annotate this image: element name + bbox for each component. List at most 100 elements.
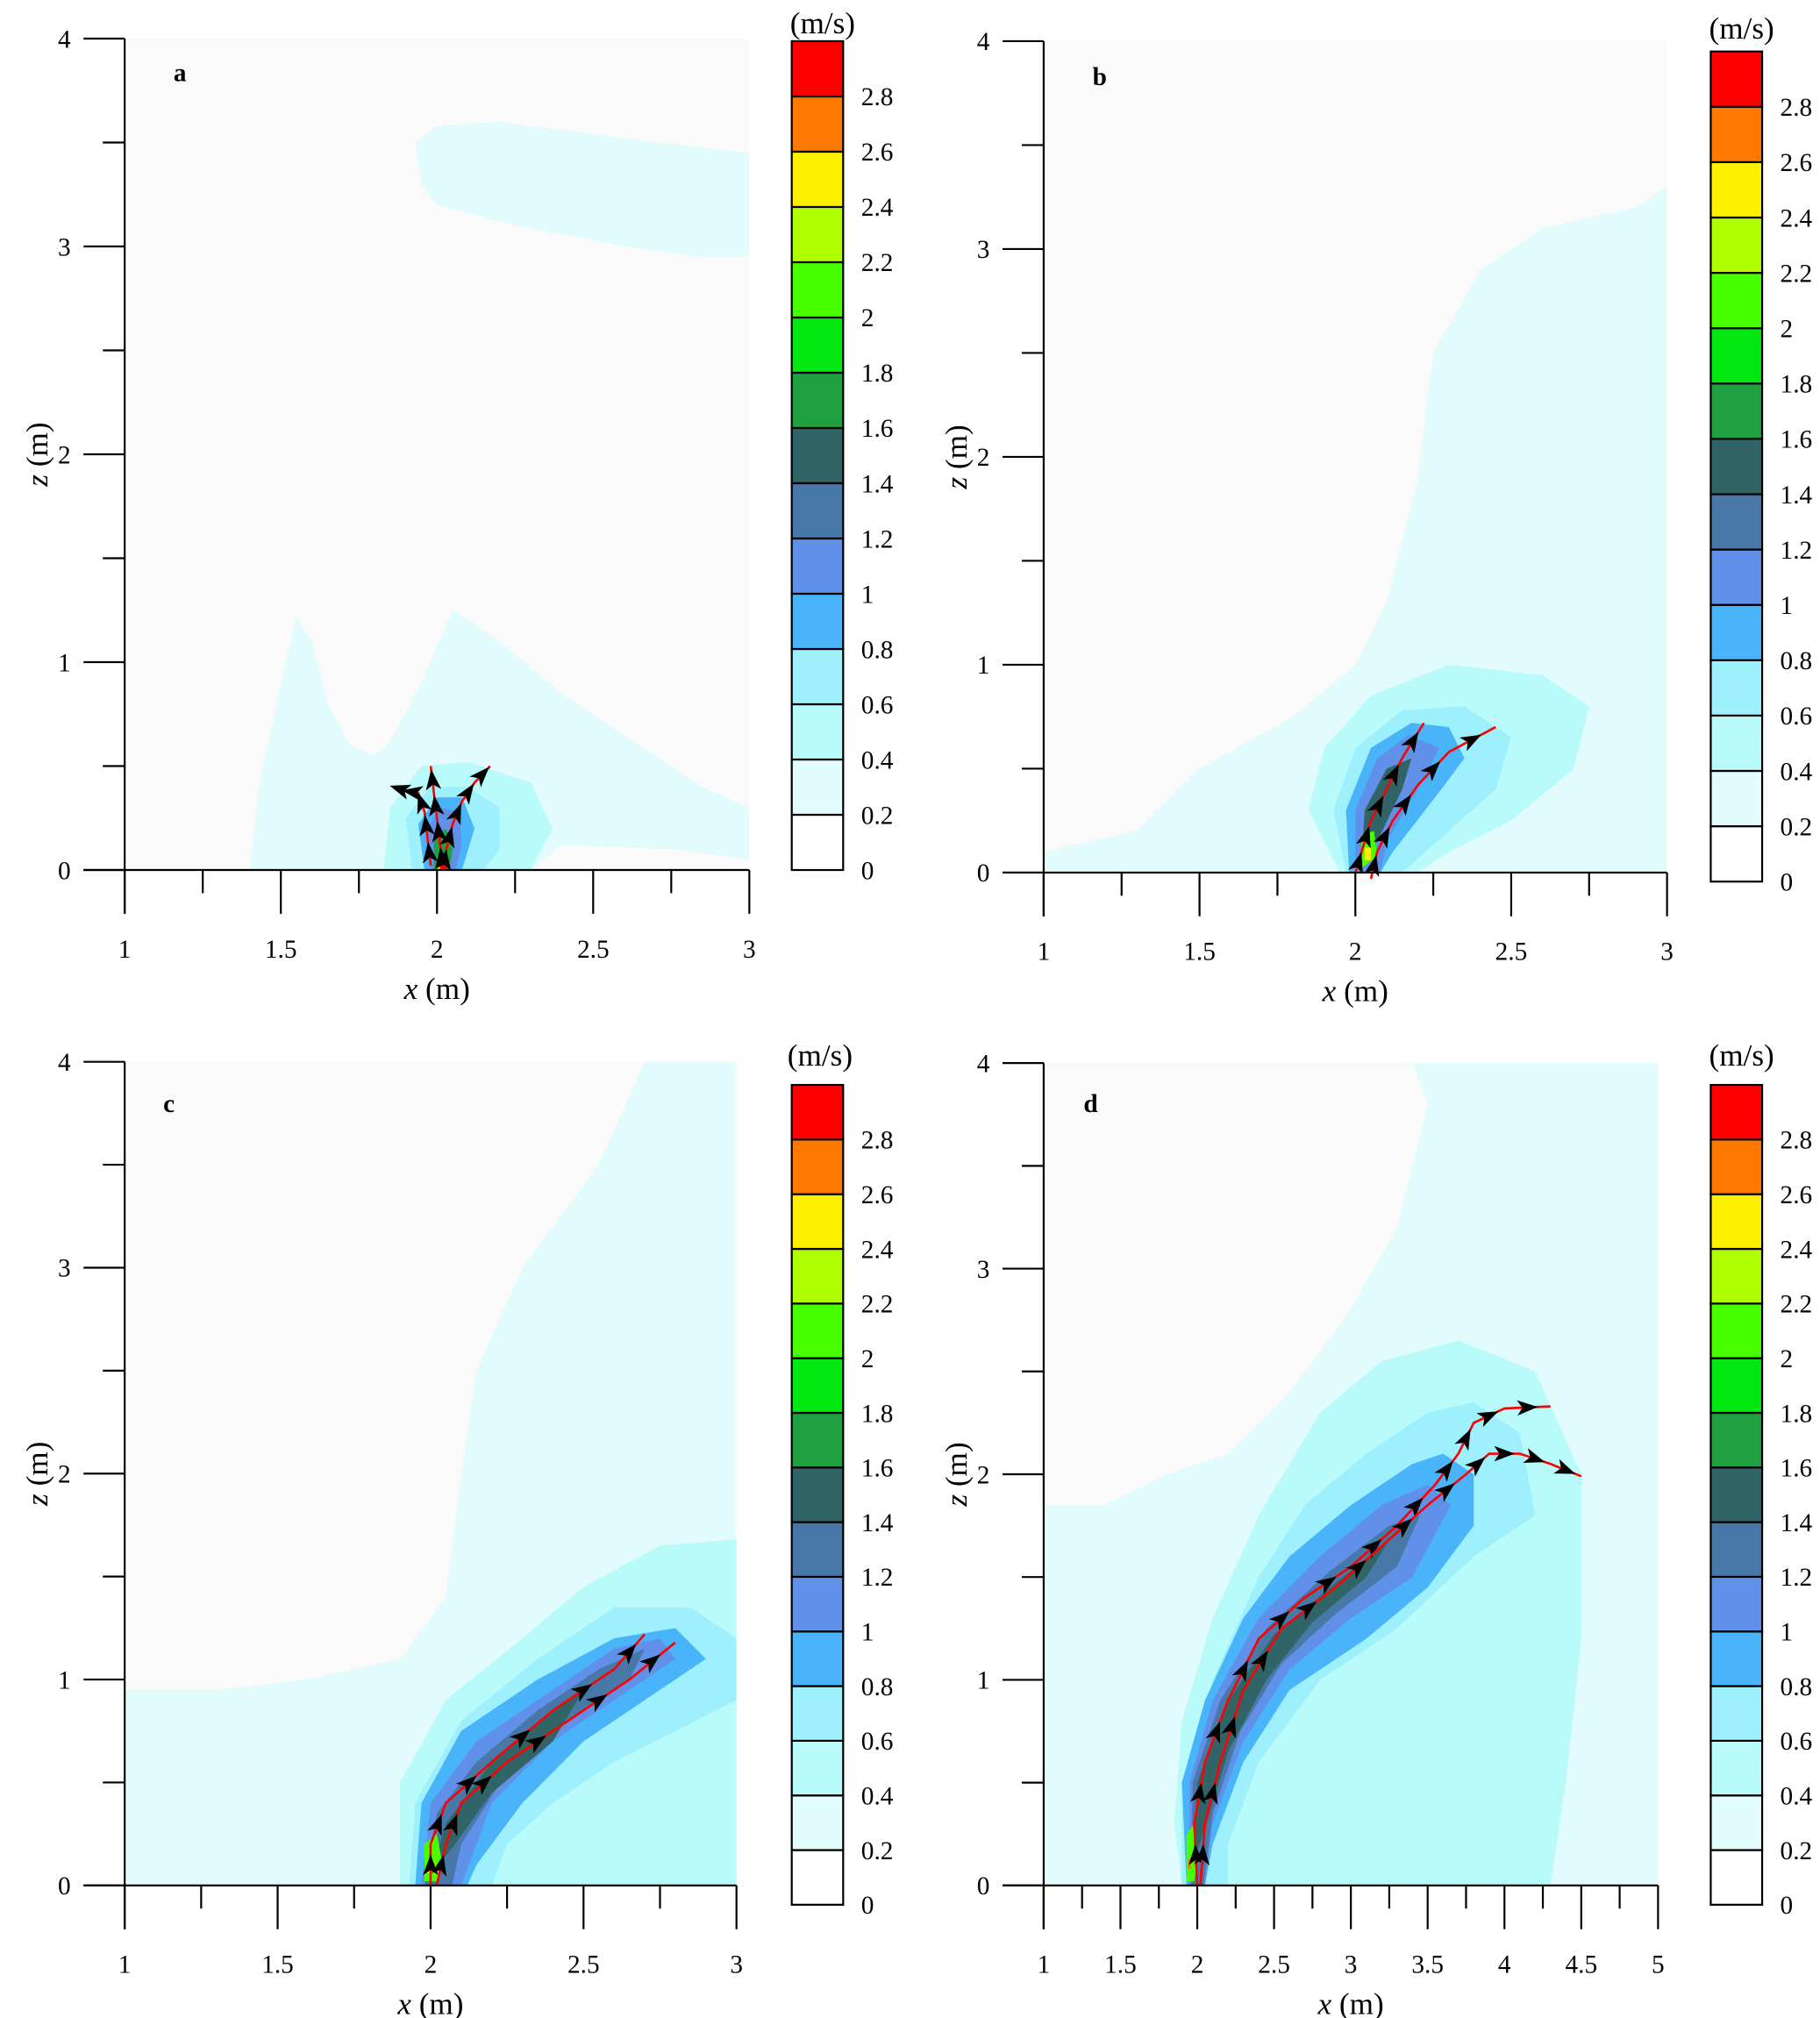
colorbar-band: [1709, 1794, 1764, 1851]
y-tick-label: 2: [58, 441, 71, 469]
streamline-arrow: [1189, 1782, 1206, 1805]
contour-region-2.4: [1364, 847, 1371, 860]
x-tick-label: 3.5: [1411, 1951, 1444, 1979]
streamline-arrow: [1517, 1400, 1538, 1416]
colorbar-unit: (m/s): [788, 1038, 853, 1073]
contour-region-0.2: [415, 121, 750, 257]
colorbar-tick-label: 0.4: [861, 746, 894, 774]
streamline-arrow: [1465, 1457, 1486, 1477]
x-axis-label: x (m): [1317, 1987, 1384, 2018]
contour-region-0.2: [249, 610, 750, 871]
colorbar-band: [1709, 603, 1764, 661]
x-tick-label: 1: [1038, 1951, 1051, 1979]
colorbar-tick-label: 0.2: [861, 1837, 894, 1865]
x-axis-unit: (m): [411, 1987, 464, 2018]
colorbar-tick-label: 1.8: [1781, 1400, 1813, 1428]
streamline-arrow: [1231, 1660, 1248, 1683]
colorbar-tick-label: 0.2: [861, 802, 894, 830]
y-tick-label: 1: [58, 649, 71, 677]
panel-label: b: [1093, 63, 1107, 91]
x-tick-label: 1: [118, 936, 132, 964]
x-tick-label: 2.5: [1258, 1951, 1290, 1979]
streamline-arrow: [446, 802, 461, 826]
colorbar-band: [1709, 1357, 1764, 1415]
streamline-arrow: [455, 1775, 477, 1795]
contour-field: [1043, 1063, 1659, 1886]
colorbar-band: [790, 1083, 845, 1141]
y-axis-unit: (m): [20, 422, 54, 474]
colorbar-band: [1709, 1193, 1764, 1251]
colorbar-tick-label: 0.8: [1781, 1673, 1813, 1701]
y-tick-label: 4: [58, 25, 71, 53]
colorbar-tick-label: 0.8: [1781, 647, 1813, 675]
streamline-arrow: [1393, 794, 1411, 816]
colorbar-band: [790, 316, 845, 374]
y-tick-label: 0: [977, 1872, 990, 1900]
panel-label: d: [1083, 1090, 1097, 1118]
streamline-arrow: [586, 1694, 608, 1713]
streamline-arrow: [525, 1735, 546, 1754]
x-axis-label: x (m): [1322, 974, 1388, 1009]
colorbar-tick-label: 0: [1781, 1892, 1794, 1920]
colorbar: 0 0.2 0.4 0.6 0.8 1 1.2 1.4 1.6 1.8 2 2.2 2.4 2.6 2.8 (…: [1709, 11, 1812, 896]
colorbar-band: [1709, 714, 1764, 773]
y-axis-label: z (m): [20, 1442, 54, 1507]
x-axis-var: x: [1317, 1987, 1332, 2018]
colorbar-band: [1709, 493, 1764, 551]
colorbar-tick-label: 0.8: [861, 1673, 894, 1701]
colorbar-band: [790, 1739, 845, 1797]
x-tick-label: 1.5: [261, 1951, 294, 1979]
streamline-arrow: [1203, 1782, 1218, 1805]
colorbar-tick-label: 1.8: [861, 360, 894, 388]
colorbar-band: [790, 150, 845, 209]
contour-region-1: [1189, 1484, 1451, 1886]
x-tick-label: 1.5: [265, 936, 297, 964]
y-tick-label: 1: [977, 652, 990, 680]
streamline-arrow: [1194, 1843, 1210, 1865]
streamline-arrow: [1454, 1429, 1471, 1451]
streamline-arrow: [1476, 1411, 1499, 1428]
streamline-arrow: [1459, 734, 1481, 752]
colorbar-band: [790, 481, 845, 540]
colorbar-tick-label: 1: [1781, 592, 1794, 620]
streamline-arrow: [1553, 1458, 1576, 1474]
colorbar-tick-label: 1: [1781, 1619, 1794, 1647]
streamline-arrow: [435, 849, 452, 872]
x-axis-unit: (m): [1336, 974, 1388, 1009]
colorbar-band: [1709, 1247, 1764, 1305]
colorbar-band: [790, 537, 845, 595]
y-tick-label: 2: [977, 444, 990, 472]
contour-region-1.2: [424, 1648, 646, 1886]
colorbar-tick-label: 2.4: [1781, 204, 1813, 232]
contour-field: [1043, 186, 1667, 873]
colorbar-unit: (m/s): [790, 6, 855, 40]
x-tick-label: 2: [431, 936, 444, 964]
x-tick-label: 1: [1038, 938, 1051, 966]
colorbar-band: [1709, 50, 1764, 108]
streamline-arrow: [1434, 1460, 1453, 1482]
colorbar-tick-label: 0.6: [861, 691, 894, 719]
y-tick-label: 3: [58, 1255, 71, 1283]
panel-label: c: [163, 1090, 175, 1118]
colorbar-band: [1709, 1138, 1764, 1195]
streamline-arrow: [1364, 855, 1380, 878]
colorbar-tick-label: 2.8: [861, 83, 894, 111]
colorbar-band: [1709, 548, 1764, 606]
y-axis-label: z (m): [939, 1442, 974, 1507]
streamline-arrow: [439, 826, 455, 849]
colorbar-band: [1709, 1849, 1764, 1906]
colorbar-band: [790, 758, 845, 816]
streamline-arrow: [417, 792, 432, 815]
streamline-arrow: [1391, 1518, 1413, 1538]
colorbar-tick-label: 1.2: [861, 1564, 894, 1592]
streamline-arrow: [1345, 1559, 1367, 1579]
streamline-arrow: [1494, 1445, 1515, 1462]
colorbar-tick-label: 0.8: [861, 636, 894, 664]
colorbar-band: [1709, 105, 1764, 164]
colorbar-tick-label: 1.4: [861, 470, 894, 498]
y-axis-label: z (m): [939, 424, 974, 489]
streamline-arrow: [389, 784, 412, 800]
